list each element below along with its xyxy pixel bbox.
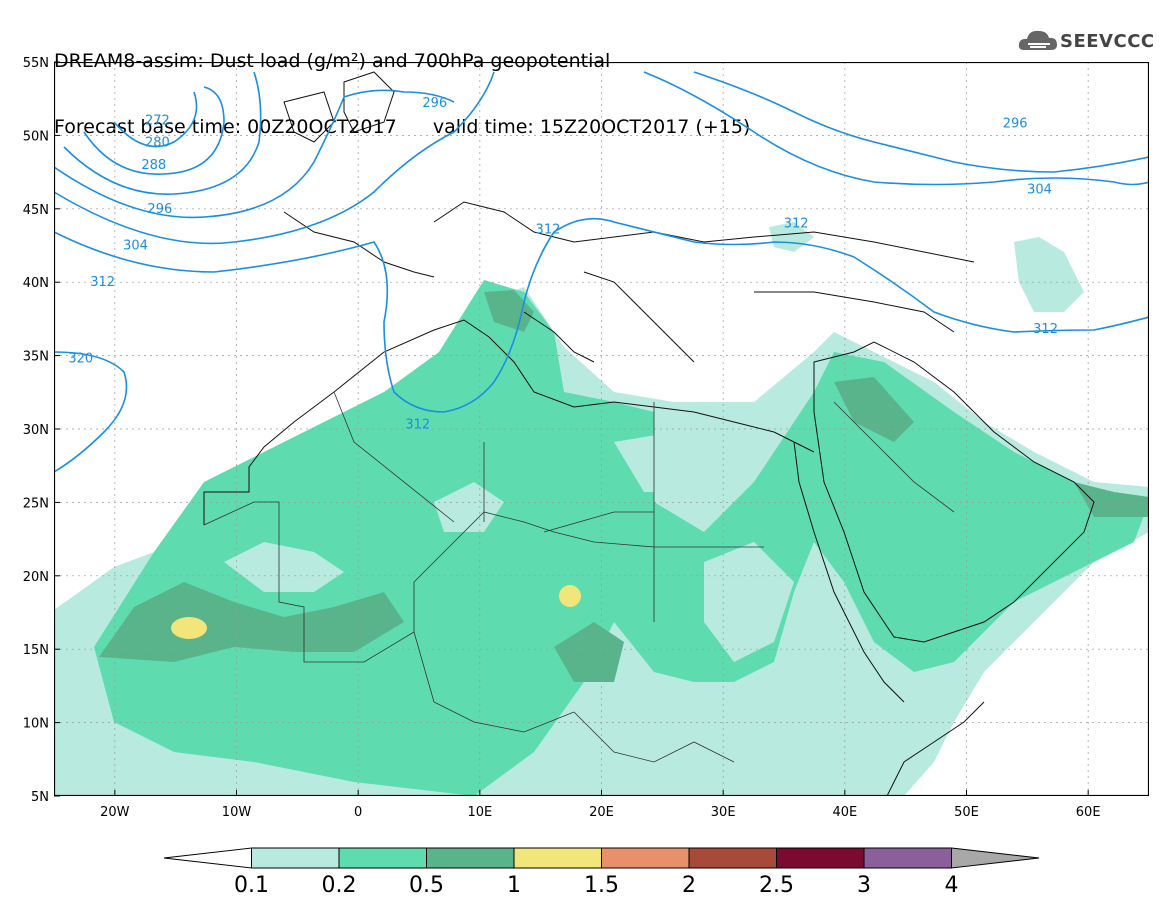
colorbar-label: 0.1 [234, 873, 269, 898]
map-canvas: 272 280 288 296 304 312 320 296 312 312 312 296 304 3… [54, 62, 1149, 796]
graticule [54, 62, 1149, 796]
contour-label: 280 [145, 136, 170, 151]
colorbar-segment [426, 847, 515, 869]
contour-label: 304 [123, 239, 148, 254]
colorbar-segment [251, 847, 340, 869]
colorbar-label: 2 [682, 873, 696, 898]
contour-label: 312 [536, 222, 561, 237]
lat-tick-label: 20N [23, 570, 49, 585]
colorbar-high-arrow [951, 847, 1040, 869]
title-line-1: DREAM8-assim: Dust load (g/m²) and 700hP… [54, 50, 611, 72]
political-borders [203, 391, 955, 763]
contour-label: 296 [1003, 117, 1028, 132]
cloud-logo-icon [1018, 30, 1057, 50]
colorbar-label: 4 [945, 873, 959, 898]
lat-tick-label: 25N [23, 496, 49, 511]
colorbar: 0.1 0.2 0.5 1 1.5 2 2.5 3 4 [163, 847, 1040, 898]
colorbar-label: 0.2 [322, 873, 357, 898]
lat-tick-label: 40N [23, 276, 49, 291]
colorbar-segment [688, 847, 777, 869]
contour-label: 312 [405, 418, 430, 433]
colorbar-segment [338, 847, 427, 869]
colorbar-segment [776, 847, 865, 869]
colorbar-label: 3 [857, 873, 871, 898]
colorbar-segment [863, 847, 952, 869]
lon-tick-label: 20W [100, 805, 130, 820]
contour-label: 312 [90, 275, 115, 290]
contour-label: 288 [141, 158, 166, 173]
map-title: DREAM8-assim: Dust load (g/m²) and 700hP… [54, 6, 750, 160]
dust-field-yellow [171, 585, 581, 639]
title-line-2: Forecast base time: 00Z20OCT2017 valid t… [54, 116, 751, 138]
colorbar-segment [513, 847, 602, 869]
lat-tick-label: 30N [23, 423, 49, 438]
dust-field-dark [99, 290, 1149, 682]
lon-tick-label: 0 [354, 805, 362, 820]
colorbar-label: 0.5 [409, 873, 444, 898]
lat-tick-label: 45N [23, 203, 49, 218]
lon-tick-label: 10E [467, 805, 492, 820]
colorbar-segment [601, 847, 690, 869]
lat-tick-label: 10N [23, 717, 49, 732]
lon-tick-label: 40E [832, 805, 857, 820]
lat-tick-label: 55N [23, 56, 49, 71]
lat-tick-label: 5N [31, 790, 49, 805]
logo-text: SEEVCCC [1060, 31, 1155, 52]
lon-tick-label: 20E [589, 805, 614, 820]
lat-tick-label: 50N [23, 129, 49, 144]
lon-tick-label: 50E [954, 805, 979, 820]
contour-label: 304 [1027, 183, 1052, 198]
contour-label: 296 [422, 96, 447, 111]
geopotential-contours [54, 71, 1149, 473]
lon-tick-label: 30E [711, 805, 736, 820]
contour-labels: 272 280 288 296 304 312 320 296 312 312 312 296 304 3… [68, 96, 1058, 433]
contour-label: 312 [1033, 322, 1058, 337]
contour-label: 320 [68, 352, 93, 367]
colorbar-low-arrow [163, 847, 252, 869]
lon-tick-label: 60E [1076, 805, 1101, 820]
colorbar-label: 1.5 [584, 873, 619, 898]
coastlines [203, 71, 1095, 796]
lat-tick-label: 35N [23, 350, 49, 365]
contour-label: 312 [784, 216, 809, 231]
contour-label: 296 [147, 202, 172, 217]
map-panel: 272 280 288 296 304 312 320 296 312 312 312 296 304 3… [54, 62, 1149, 796]
contour-label: 272 [145, 114, 170, 129]
colorbar-label: 1 [507, 873, 521, 898]
lon-tick-label: 10W [222, 805, 252, 820]
lat-tick-label: 15N [23, 643, 49, 658]
colorbar-label: 2.5 [759, 873, 794, 898]
